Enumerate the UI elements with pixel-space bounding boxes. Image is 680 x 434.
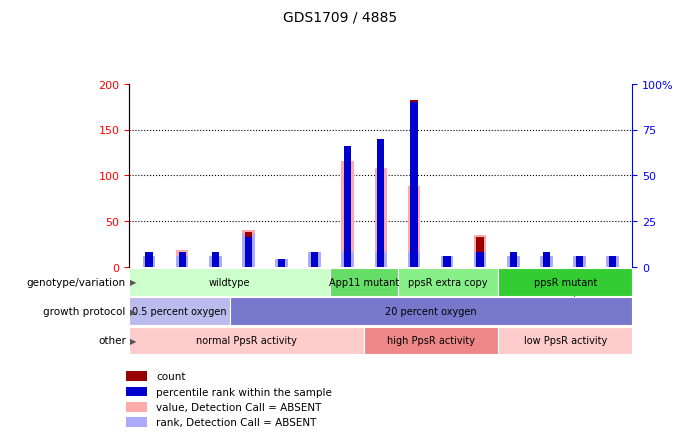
- Bar: [443, 256, 451, 267]
- Bar: [275, 260, 288, 267]
- Bar: [609, 256, 616, 267]
- Bar: [129, 298, 230, 325]
- Text: ppsR mutant: ppsR mutant: [534, 277, 597, 287]
- Bar: [398, 269, 498, 296]
- Bar: [245, 232, 252, 267]
- Bar: [126, 402, 147, 412]
- Text: low PpsR activity: low PpsR activity: [524, 335, 607, 345]
- Bar: [129, 327, 364, 354]
- Bar: [509, 252, 517, 267]
- Bar: [474, 235, 486, 267]
- Bar: [126, 417, 147, 427]
- Bar: [211, 252, 219, 267]
- Bar: [179, 253, 186, 267]
- Bar: [179, 252, 186, 267]
- Bar: [377, 139, 384, 267]
- Bar: [407, 252, 420, 267]
- Text: App11 mutant: App11 mutant: [329, 277, 399, 287]
- Text: percentile rank within the sample: percentile rank within the sample: [156, 387, 332, 397]
- Bar: [126, 387, 147, 397]
- Bar: [507, 260, 520, 267]
- Bar: [341, 162, 354, 267]
- Bar: [410, 103, 418, 267]
- Bar: [344, 147, 352, 267]
- Text: rank, Detection Call = ABSENT: rank, Detection Call = ABSENT: [156, 417, 316, 427]
- Bar: [441, 263, 454, 267]
- Text: value, Detection Call = ABSENT: value, Detection Call = ABSENT: [156, 402, 322, 412]
- Bar: [498, 269, 632, 296]
- Bar: [341, 252, 354, 267]
- Bar: [146, 265, 153, 267]
- Text: normal PpsR activity: normal PpsR activity: [196, 335, 297, 345]
- Bar: [245, 238, 252, 267]
- Text: GDS1709 / 4885: GDS1709 / 4885: [283, 11, 397, 25]
- Bar: [308, 256, 321, 267]
- Text: ▶: ▶: [130, 278, 137, 287]
- Bar: [129, 269, 330, 296]
- Bar: [278, 260, 285, 267]
- Text: other: other: [98, 335, 126, 345]
- Bar: [576, 256, 583, 267]
- Bar: [377, 171, 384, 267]
- Bar: [209, 264, 222, 267]
- Text: ▶: ▶: [130, 307, 137, 316]
- Text: ▶: ▶: [130, 336, 137, 345]
- Bar: [543, 263, 550, 267]
- Bar: [410, 101, 418, 267]
- Text: 20 percent oxygen: 20 percent oxygen: [386, 306, 477, 316]
- Bar: [540, 256, 553, 267]
- Bar: [543, 252, 550, 267]
- Bar: [407, 187, 420, 267]
- Bar: [275, 263, 288, 267]
- Bar: [498, 327, 632, 354]
- Bar: [230, 298, 632, 325]
- Bar: [330, 269, 398, 296]
- Bar: [211, 264, 219, 267]
- Text: 0.5 percent oxygen: 0.5 percent oxygen: [132, 306, 227, 316]
- Bar: [375, 252, 387, 267]
- Bar: [311, 252, 318, 267]
- Bar: [573, 256, 585, 267]
- Bar: [474, 252, 486, 267]
- Text: ppsR extra copy: ppsR extra copy: [408, 277, 488, 287]
- Bar: [573, 263, 585, 267]
- Text: high PpsR activity: high PpsR activity: [387, 335, 475, 345]
- Bar: [242, 230, 255, 267]
- Bar: [509, 260, 517, 267]
- Bar: [311, 256, 318, 267]
- Text: genotype/variation: genotype/variation: [27, 277, 126, 287]
- Text: count: count: [156, 372, 186, 381]
- Bar: [441, 256, 454, 267]
- Bar: [607, 263, 619, 267]
- Bar: [176, 250, 188, 267]
- Bar: [209, 256, 222, 267]
- Bar: [477, 238, 483, 267]
- Bar: [507, 256, 520, 267]
- Bar: [364, 327, 498, 354]
- Text: wildtype: wildtype: [209, 277, 251, 287]
- Bar: [146, 252, 153, 267]
- Bar: [278, 263, 285, 267]
- Bar: [143, 263, 155, 267]
- Bar: [344, 203, 352, 267]
- Bar: [609, 263, 616, 267]
- Bar: [576, 264, 583, 267]
- Text: growth protocol: growth protocol: [44, 306, 126, 316]
- Bar: [308, 252, 321, 267]
- Bar: [126, 372, 147, 381]
- Bar: [540, 256, 553, 267]
- Bar: [443, 263, 451, 267]
- Bar: [242, 234, 255, 267]
- Bar: [375, 168, 387, 267]
- Bar: [607, 256, 619, 267]
- Bar: [477, 252, 483, 267]
- Bar: [176, 256, 188, 267]
- Bar: [143, 256, 155, 267]
